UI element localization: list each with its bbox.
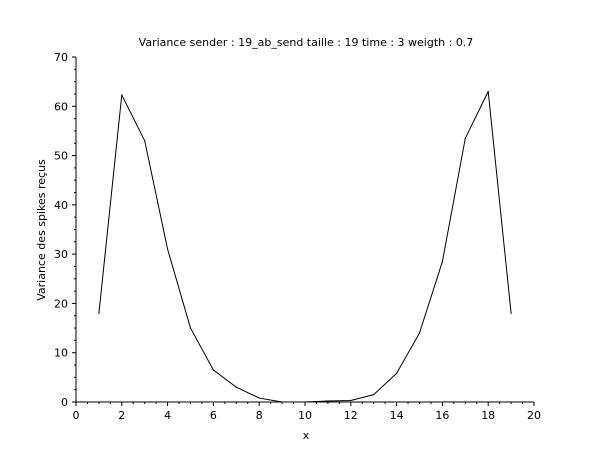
data-point [418,332,421,334]
data-point [373,394,375,396]
x-tick-label: 14 [390,409,404,422]
y-tick-label: 60 [54,100,68,113]
y-tick-label: 50 [54,150,68,163]
x-tick-label: 0 [73,409,80,422]
y-tick-label: 10 [54,347,68,360]
y-tick-label: 70 [54,51,68,64]
x-tick-label: 12 [344,409,358,422]
y-tick-label: 40 [54,199,68,212]
y-tick-label: 20 [54,297,68,310]
data-point [510,312,512,314]
x-tick-label: 8 [256,409,263,422]
series [98,90,512,403]
data-point [212,369,214,371]
data-point [98,312,100,314]
data-point [189,327,192,329]
data-point [121,94,123,96]
axes [75,57,534,403]
data-point [144,140,146,142]
ticks: 0 2 4 6 8 10 12 14 16 18 20 0 10 20 30 40 50 60 70 [54,51,541,422]
data-point [304,401,306,403]
chart-title: Variance sender : 19_ab_send taille : 19… [139,36,474,49]
x-tick-label: 4 [164,409,171,422]
x-axis-title: x [303,429,310,442]
series-line [98,91,512,403]
y-tick-label: 0 [61,396,68,409]
data-point [350,399,352,402]
y-axis-title: Variance des spikes reçus [35,159,48,301]
data-point [235,386,237,388]
y-tick-label: 30 [54,248,68,261]
data-point [281,401,283,403]
data-point [464,137,466,139]
x-tick-label: 6 [210,409,217,422]
data-point [487,90,489,93]
data-point [258,397,260,399]
data-point [396,372,398,375]
x-tick-label: 16 [435,409,449,422]
data-point [167,248,169,250]
x-tick-label: 20 [527,409,541,422]
data-point [441,260,443,263]
x-tick-label: 10 [298,409,312,422]
x-tick-label: 2 [118,409,125,422]
data-point [327,400,329,402]
x-tick-label: 18 [481,409,495,422]
